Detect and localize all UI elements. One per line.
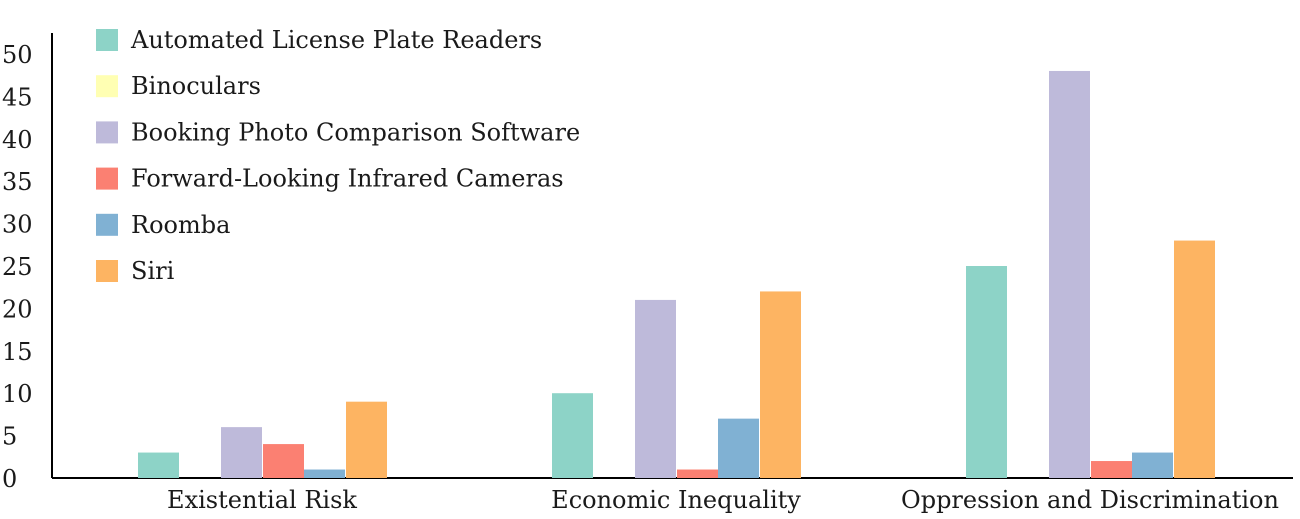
legend-swatch	[96, 213, 118, 236]
bar	[635, 299, 676, 478]
legend-swatch	[96, 260, 118, 282]
legend: Automated License Plate Readers Binocular…	[96, 26, 580, 285]
y-tick-label: 50	[2, 41, 33, 69]
y-tick-label: 25	[2, 253, 33, 281]
bar	[552, 393, 593, 478]
legend-swatch	[96, 29, 118, 51]
bar	[966, 266, 1007, 478]
legend-label: Roomba	[131, 211, 230, 239]
x-category-label: Economic Inequality	[551, 486, 801, 514]
legend-label: Siri	[131, 257, 175, 285]
bars	[138, 70, 1215, 479]
bar	[1132, 452, 1173, 478]
y-tick-label: 15	[2, 338, 33, 366]
legend-label: Booking Photo Comparison Software	[131, 118, 580, 146]
y-tick-label: 40	[2, 126, 33, 154]
bar	[1091, 461, 1132, 478]
bar	[346, 401, 387, 478]
x-category-label: Oppression and Discrimination	[901, 486, 1279, 514]
legend-label: Forward-Looking Infrared Cameras	[131, 165, 564, 193]
legend-label: Automated License Plate Readers	[130, 26, 542, 54]
legend-swatch	[96, 121, 118, 144]
x-axis: Existential Risk Economic Inequality Oppre…	[52, 477, 1293, 514]
legend-label: Binoculars	[131, 72, 261, 100]
y-axis: 0 5 10 15 20 25 30 35 40 45 50	[2, 33, 53, 493]
legend-swatch	[96, 167, 118, 190]
legend-swatch	[96, 75, 118, 98]
y-tick-label: 20	[2, 295, 33, 323]
y-tick-label: 0	[2, 465, 17, 493]
y-tick-label: 35	[2, 168, 33, 196]
x-category-label: Existential Risk	[167, 486, 357, 514]
bar	[718, 418, 759, 478]
bar	[263, 444, 304, 478]
bar	[221, 427, 262, 478]
bar	[138, 452, 179, 478]
y-tick-label: 10	[2, 380, 33, 408]
bar	[760, 291, 801, 478]
y-tick-label: 30	[2, 211, 33, 239]
bar	[1174, 240, 1215, 478]
bar	[677, 469, 718, 478]
y-tick-label: 5	[2, 423, 17, 451]
bar	[304, 469, 345, 478]
y-tick-label: 45	[2, 83, 33, 111]
bar	[1049, 70, 1090, 479]
